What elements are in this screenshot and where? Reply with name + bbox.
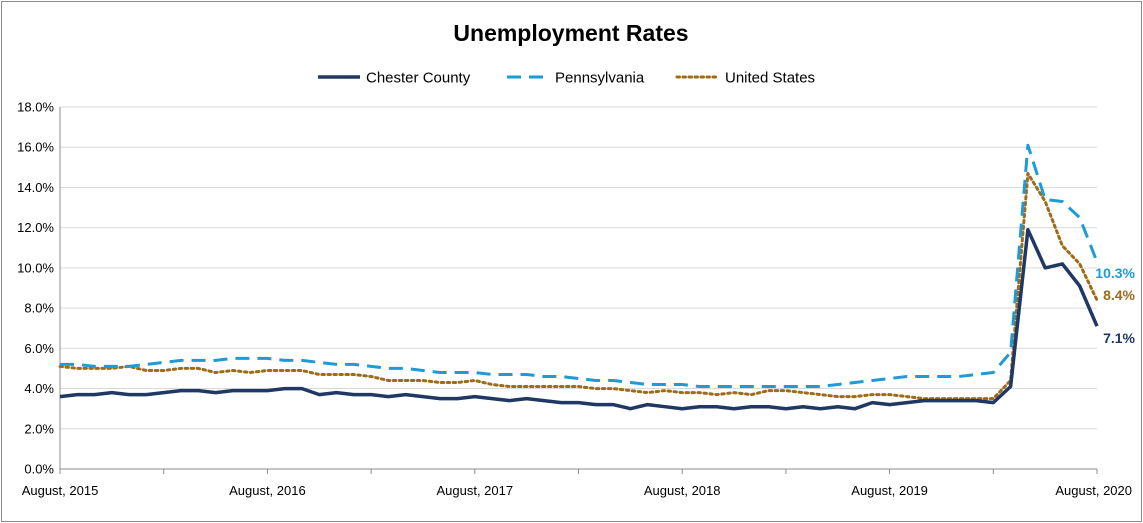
y-tick-label: 14.0% [17, 180, 54, 195]
legend-label: Pennsylvania [555, 70, 645, 87]
chart-legend: Chester County Pennsylvania United States [318, 70, 815, 87]
series-line-chester-county [59, 227, 1099, 411]
x-tick-label: August, 2017 [436, 483, 513, 498]
y-tick-label: 12.0% [17, 220, 54, 235]
y-tick-label: 4.0% [24, 381, 54, 396]
series-line-united-states [58, 171, 1099, 401]
x-tick-label: August, 2015 [22, 483, 99, 498]
chart-grid [59, 106, 1097, 470]
end-labels: 7.1% 10.3% 8.4% [1095, 265, 1135, 346]
y-tick-label: 0.0% [24, 462, 54, 477]
y-tick-label: 8.0% [24, 301, 54, 316]
end-label: 10.3% [1095, 265, 1135, 281]
x-axis-ticks: August, 2015 August, 2016 August, 2017 Augu… [22, 469, 1132, 498]
x-tick-label: August, 2019 [851, 483, 928, 498]
x-tick-label: August, 2020 [1055, 483, 1132, 498]
legend-label: Chester County [366, 70, 471, 87]
end-label: 8.4% [1103, 287, 1135, 303]
y-tick-label: 6.0% [24, 341, 54, 356]
y-tick-label: 10.0% [17, 260, 54, 275]
y-tick-label: 18.0% [17, 100, 54, 115]
chart-title: Unemployment Rates [453, 20, 688, 46]
series-line-pennsylvania [60, 143, 1099, 388]
x-tick-label: August, 2018 [644, 483, 721, 498]
y-tick-label: 16.0% [17, 140, 54, 155]
x-tick-label: August, 2016 [229, 483, 306, 498]
end-label: 7.1% [1103, 330, 1135, 346]
legend-label: United States [725, 70, 815, 87]
y-axis-ticks: 0.0% 2.0% 4.0% 6.0% 8.0% 10.0% 12.0% 14.0% 16.0%… [17, 100, 54, 477]
y-tick-label: 2.0% [24, 421, 54, 436]
chart-series [58, 143, 1099, 411]
